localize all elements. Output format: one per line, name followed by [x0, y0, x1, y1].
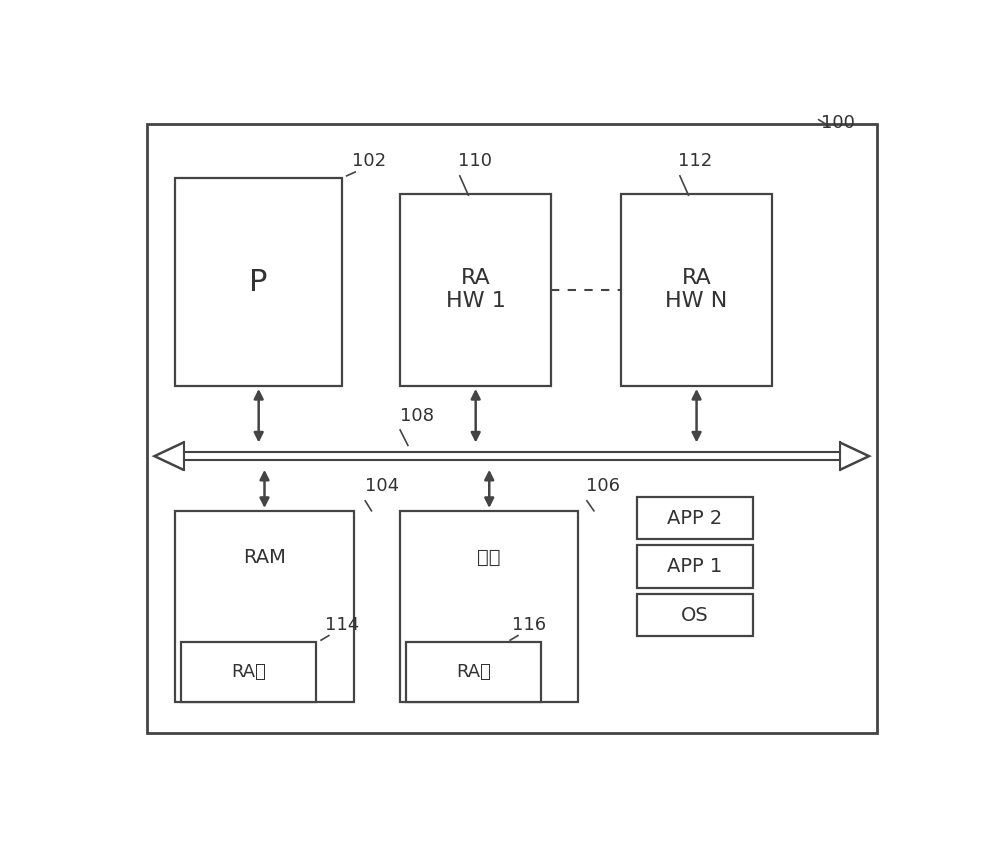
Bar [400, 511, 578, 702]
Bar [175, 178, 342, 386]
Bar [637, 497, 753, 539]
Text: RA
HW 1: RA HW 1 [446, 268, 506, 312]
Text: APP 2: APP 2 [667, 508, 722, 527]
Bar [406, 642, 541, 702]
Text: 108: 108 [400, 407, 434, 425]
Bar [637, 594, 753, 636]
Bar [637, 545, 753, 588]
Text: 106: 106 [586, 478, 620, 496]
Bar [621, 193, 772, 386]
Text: P: P [250, 268, 268, 297]
Text: 闪存: 闪存 [478, 548, 501, 567]
Text: 114: 114 [325, 616, 359, 634]
Bar [181, 642, 316, 702]
Text: RA区: RA区 [456, 663, 491, 681]
Text: 104: 104 [365, 478, 399, 496]
Bar [175, 511, 354, 702]
Text: RAM: RAM [243, 548, 286, 567]
Text: OS: OS [681, 606, 708, 625]
Text: 116: 116 [512, 616, 547, 634]
Text: 102: 102 [352, 152, 386, 170]
Text: RA区: RA区 [231, 663, 266, 681]
Text: 100: 100 [821, 114, 855, 133]
Text: APP 1: APP 1 [667, 557, 722, 576]
Text: 112: 112 [678, 152, 713, 170]
Text: RA
HW N: RA HW N [665, 268, 728, 312]
Bar [400, 193, 551, 386]
Text: 110: 110 [458, 152, 492, 170]
